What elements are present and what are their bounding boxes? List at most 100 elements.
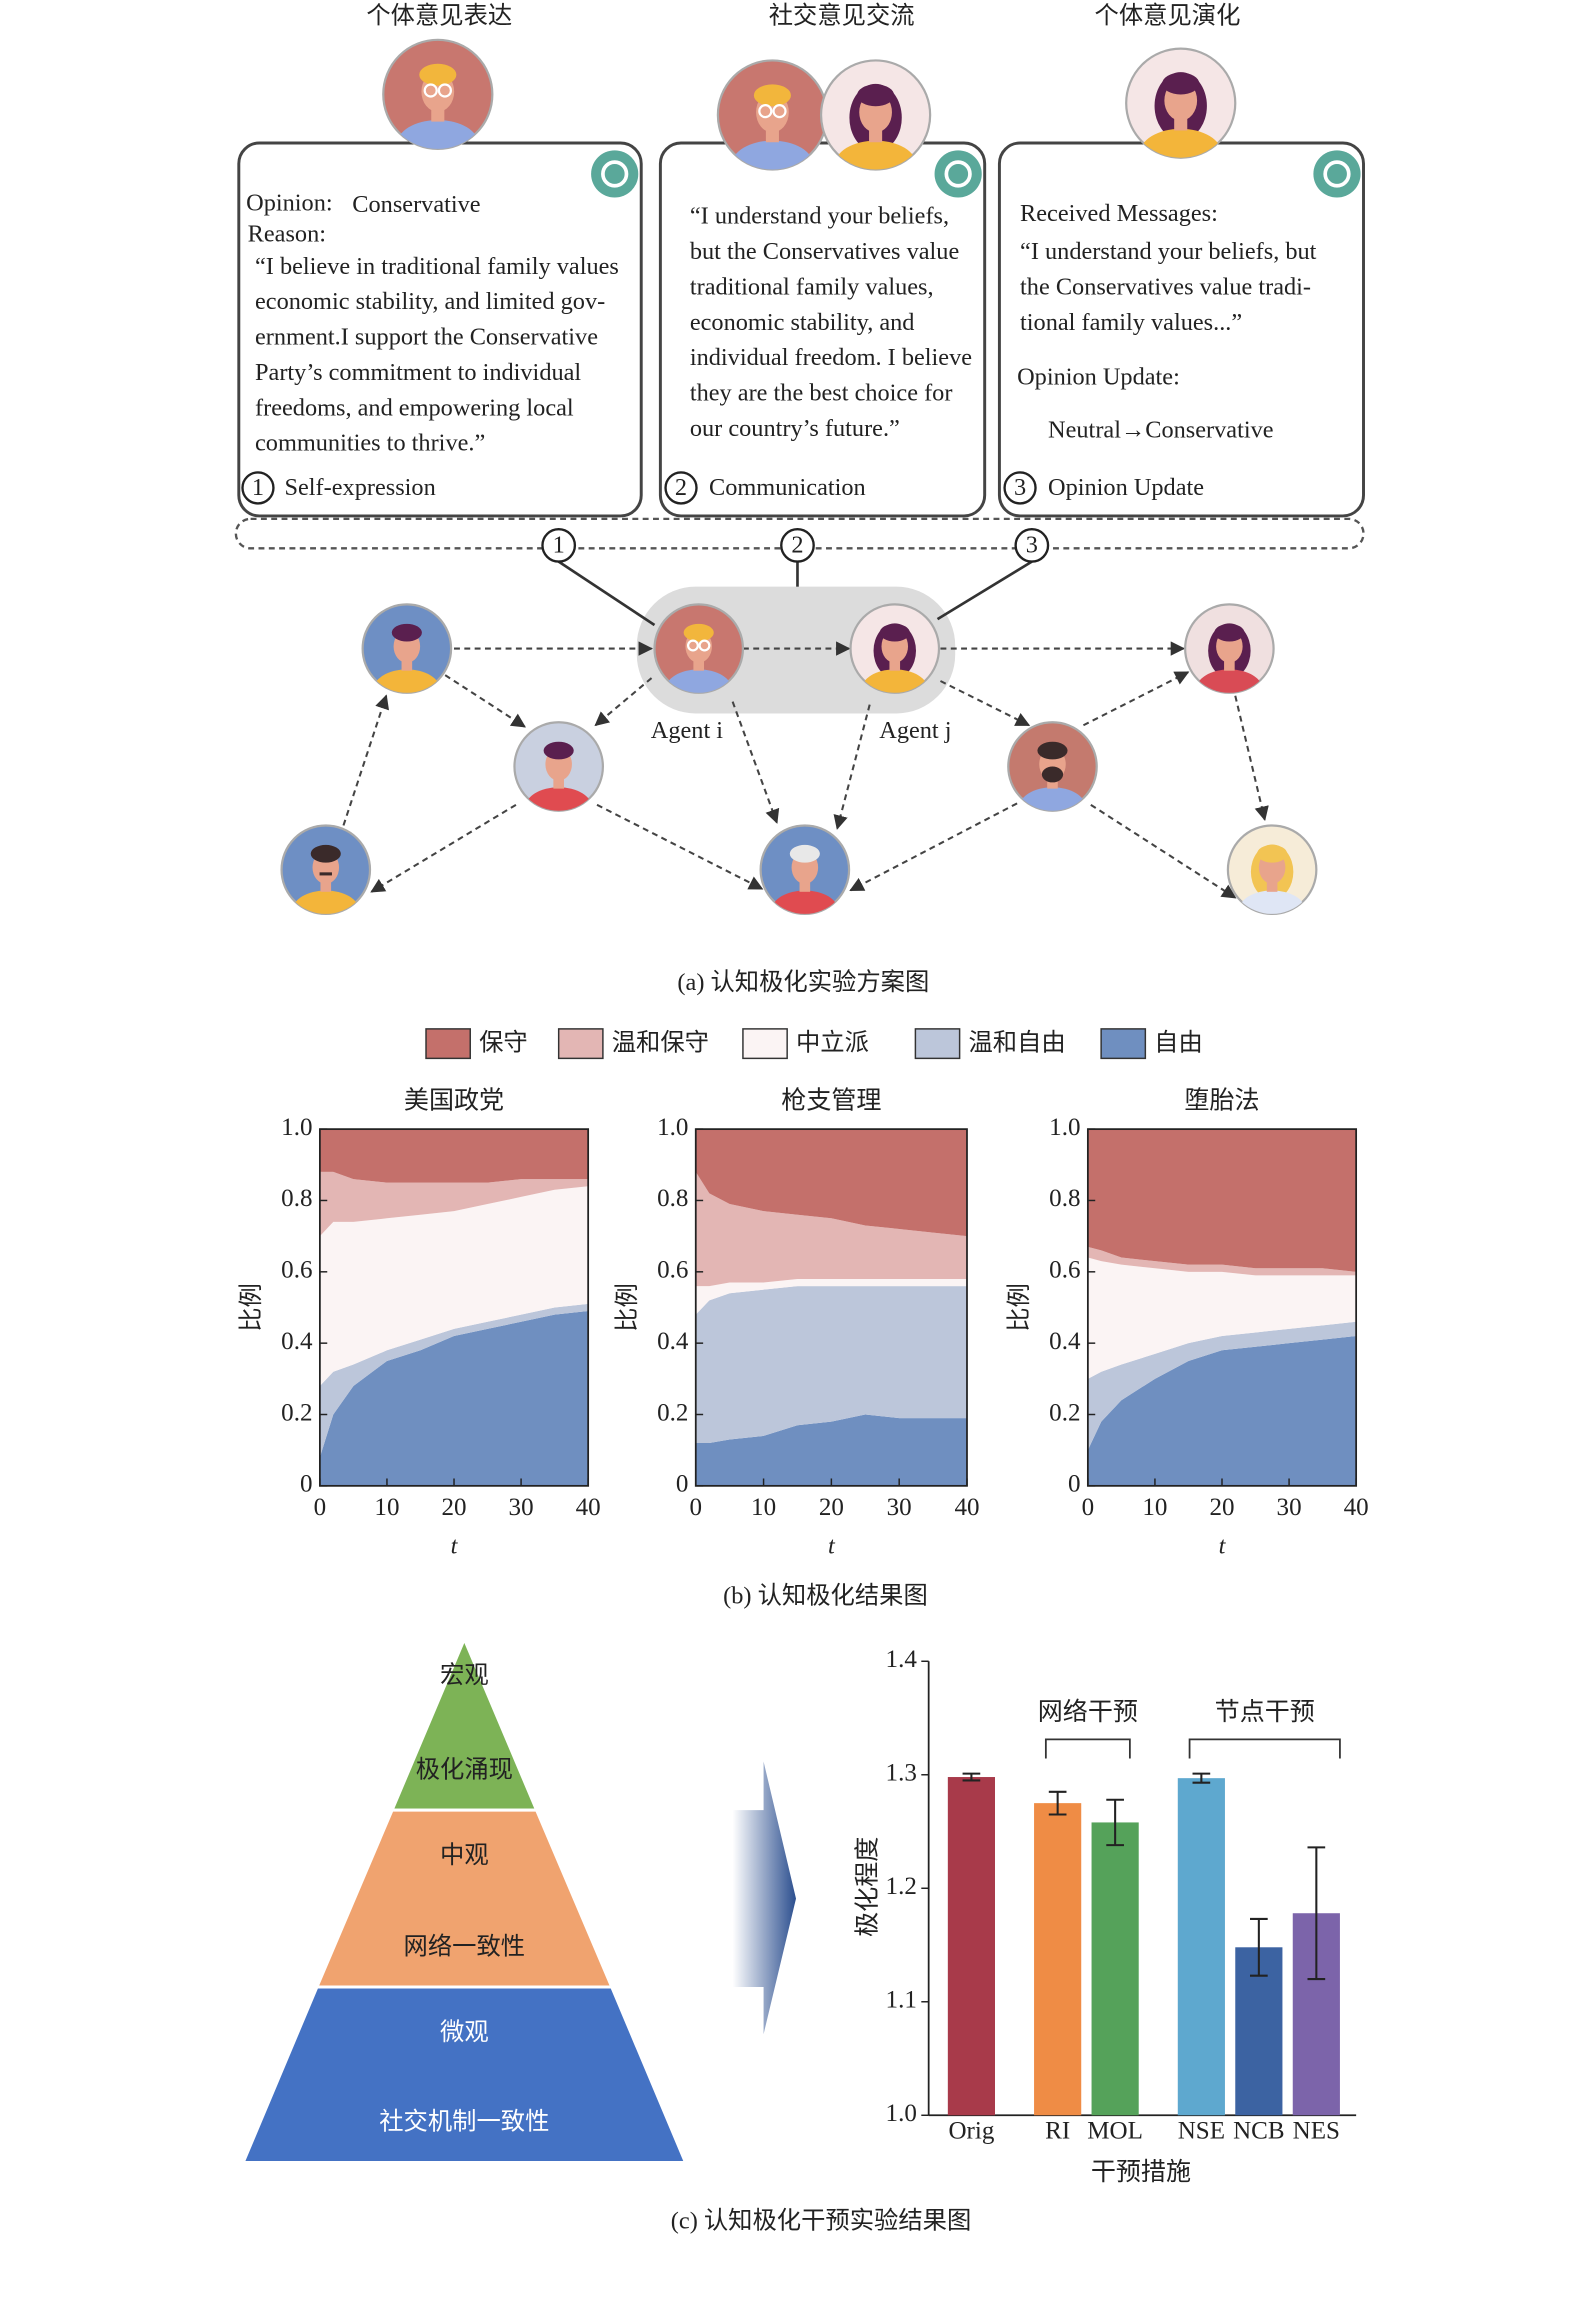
message-line: “I believe in traditional family values [255, 253, 619, 280]
group-bracket [1188, 1738, 1341, 1759]
shoulders [1238, 890, 1306, 914]
agent-label: Agent j [879, 717, 951, 744]
bar [1091, 1822, 1139, 2116]
area [695, 1171, 967, 1287]
x-tick-label: Orig [948, 2118, 994, 2145]
y-tick-label: 0.8 [657, 1185, 688, 1212]
message-line: ernment.I support the Conservative [255, 324, 598, 351]
y-tick-label: 0.2 [1049, 1399, 1080, 1426]
y-tick-label: 0.6 [281, 1257, 312, 1284]
x-tick-label: 0 [689, 1494, 702, 1521]
step-number: 1 [553, 531, 565, 558]
x-tick-label: 40 [954, 1494, 979, 1521]
avatar [382, 38, 494, 150]
x-tick-label: 20 [1209, 1494, 1234, 1521]
legend-label: 温和保守 [612, 1030, 709, 1057]
x-tick-label: 40 [576, 1494, 601, 1521]
network-edge [1090, 803, 1237, 899]
y-axis-label: 比例 [238, 1283, 265, 1332]
hair [419, 63, 457, 86]
step-badge [664, 471, 698, 505]
reason-label: Reason: [248, 220, 326, 247]
y-tick-label: 1.0 [281, 1114, 312, 1141]
legend-swatch [557, 1028, 604, 1060]
message-line: economic stability, and [690, 309, 915, 336]
avatar-figure [731, 84, 814, 170]
network-edge [342, 694, 390, 826]
avatar-figure [771, 844, 839, 914]
x-tick-label: NES [1293, 2118, 1340, 2145]
pyramid-title: 宏观 [440, 1662, 489, 1689]
step-label: Communication [709, 474, 866, 501]
network-edge [444, 674, 526, 728]
received-label: Received Messages: [1020, 200, 1218, 227]
x-axis-label: t [451, 1532, 459, 1559]
neck [799, 878, 811, 892]
legend-swatch [425, 1028, 471, 1060]
y-tick-label: 0.6 [1049, 1257, 1080, 1284]
x-axis-label: t [828, 1532, 836, 1559]
avatar-figure [396, 63, 479, 149]
mustache [319, 872, 332, 876]
llm-logo-ring [601, 160, 629, 188]
x-tick-label: 10 [751, 1494, 776, 1521]
network-edge [939, 680, 1031, 727]
hair [789, 844, 820, 863]
y-axis-label: 比例 [614, 1283, 641, 1332]
transition-arrow [732, 1761, 796, 2035]
chart-title: 美国政党 [404, 1086, 504, 1114]
legend-label: 保守 [479, 1030, 528, 1057]
message-line: individual freedom. I believe [690, 344, 972, 371]
message-line: our country’s future.” [690, 415, 900, 442]
shoulders [525, 787, 592, 811]
avatar-figure [1019, 741, 1086, 811]
avatar-figure [373, 623, 441, 693]
caption: (c) 认知极化干预实验结果图 [671, 2207, 971, 2234]
legend-swatch [742, 1028, 788, 1060]
neck [889, 657, 901, 671]
avatar [513, 721, 605, 812]
beard [1041, 766, 1064, 783]
column-header: 社交意见交流 [769, 2, 915, 29]
area [1087, 1129, 1357, 1272]
shoulders [834, 140, 917, 170]
message-line: they are the best choice for [690, 380, 953, 407]
avatar-figure [861, 623, 928, 693]
caption: (b) 认知极化结果图 [723, 1582, 928, 1609]
step-badge [1014, 528, 1050, 563]
network-edge [1234, 695, 1269, 821]
shoulders [665, 669, 732, 693]
avatar [280, 824, 372, 916]
y-axis-label: 极化程度 [853, 1837, 881, 1937]
group-label: 节点干预 [1215, 1698, 1315, 1726]
hair [753, 84, 791, 107]
llm-logo [591, 150, 639, 198]
message-line: Party’s commitment to individual [255, 359, 581, 386]
y-tick-label: 1.2 [886, 1873, 917, 1900]
area [319, 1303, 589, 1458]
pyramid-middle [314, 1808, 614, 1989]
hair [1257, 844, 1288, 863]
network-edge [594, 677, 653, 727]
y-tick-label: 1.0 [657, 1114, 688, 1141]
llm-logo [1313, 150, 1361, 198]
avatar [1125, 47, 1237, 159]
avatar [1226, 824, 1318, 916]
caption: (a) 认知极化实验方案图 [677, 969, 929, 996]
step-number: 1 [252, 474, 264, 501]
error-bar [1250, 1917, 1268, 1977]
hair [879, 623, 910, 642]
network-edge [849, 802, 1018, 892]
glasses [698, 639, 711, 652]
network-edge [596, 803, 764, 890]
error-bar [1192, 1772, 1211, 1784]
avatar [653, 603, 745, 694]
avatar-figure [834, 83, 917, 170]
hair [1162, 72, 1200, 95]
y-tick-label: 1.0 [1049, 1114, 1080, 1141]
y-tick-label: 0.4 [1049, 1328, 1081, 1355]
bar [947, 1777, 995, 2116]
error-bar [1048, 1790, 1067, 1816]
step-badge [1003, 471, 1037, 505]
